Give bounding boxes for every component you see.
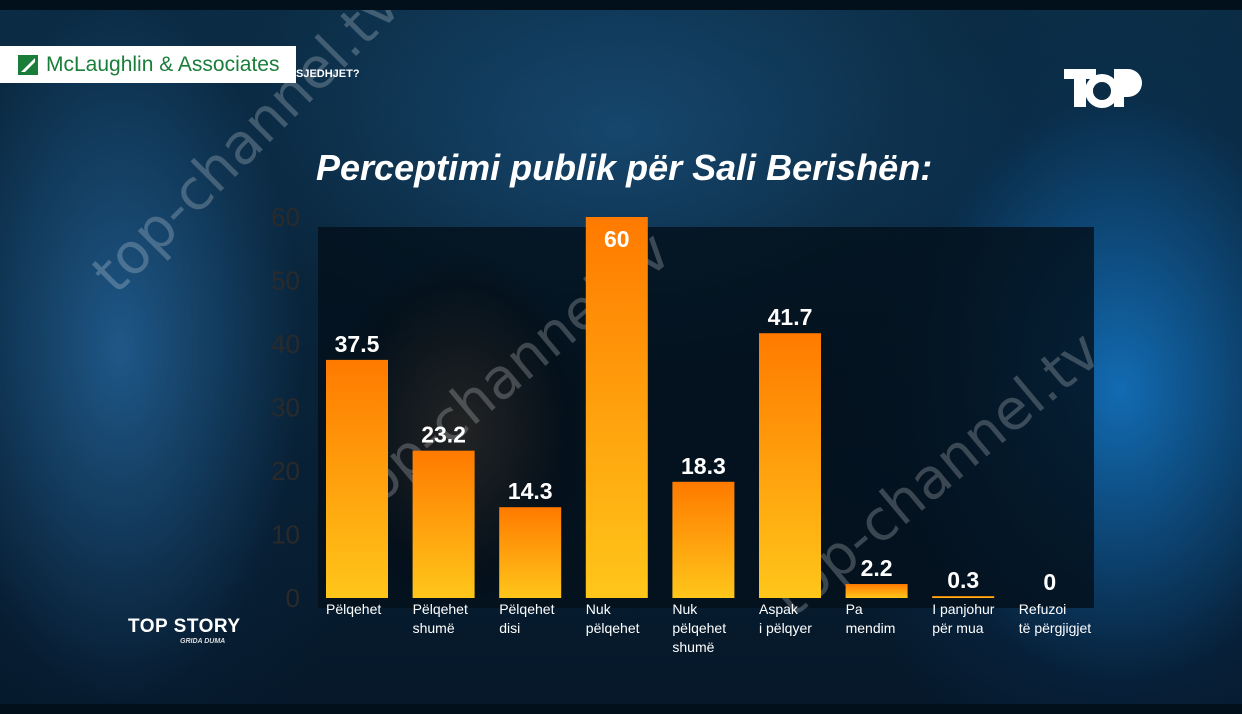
x-tick-label: Refuzoi të përgjigjet xyxy=(1019,600,1091,638)
bar xyxy=(932,596,995,598)
x-tick-label: Pëlqehet xyxy=(326,600,381,619)
x-tick-label-line: shumë xyxy=(412,620,455,636)
y-tick-label: 10 xyxy=(271,520,300,550)
x-tick-label-line: të përgjigjet xyxy=(1018,620,1092,636)
bar xyxy=(759,333,821,598)
y-tick-label: 0 xyxy=(286,583,300,613)
x-tick-label-line: Pa xyxy=(845,601,863,617)
question-fragment: SJEDHJET? xyxy=(296,68,360,80)
bar xyxy=(412,450,475,598)
bottom-letterbox xyxy=(0,704,1242,714)
data-label: 37.5 xyxy=(335,331,380,357)
x-tick-label-line: pëlqehet xyxy=(672,620,727,636)
y-tick-label: 40 xyxy=(271,329,300,359)
y-tick-label: 60 xyxy=(271,202,300,232)
y-tick-label: 20 xyxy=(271,456,300,486)
x-tick-label-line: i pëlqyer xyxy=(759,620,812,636)
show-name: TOP STORY xyxy=(128,616,241,637)
bar xyxy=(845,584,908,598)
x-tick-label: Aspak i pëlqyer xyxy=(759,600,812,638)
pollster-mark-icon xyxy=(18,54,38,75)
x-tick-label-line: Nuk xyxy=(585,601,611,617)
x-tick-label-line: Pëlqehet xyxy=(412,601,468,617)
x-tick-label-line: për mua xyxy=(932,620,984,636)
svg-text:TOP: TOP xyxy=(1093,87,1111,97)
data-label: 18.3 xyxy=(681,453,726,479)
bar-chart: 0 10 20 30 40 50 60 37.5 23.2 14.3 60 18.3 41.7 2.2 0… xyxy=(271,202,1056,613)
top-channel-logo: TOP xyxy=(1064,69,1142,108)
show-logo: TOP STORY GRIDA DUMA xyxy=(128,616,258,645)
y-tick-label: 30 xyxy=(271,393,300,423)
data-label: 23.2 xyxy=(421,422,466,448)
bar xyxy=(585,217,648,598)
x-tick-label-line: Nuk xyxy=(672,601,698,617)
data-label: 0.3 xyxy=(947,567,979,593)
x-tick-label: Pëlqehet disi xyxy=(499,600,554,638)
data-label: 41.7 xyxy=(768,304,813,330)
x-tick-label: I panjohur për mua xyxy=(932,600,994,638)
x-tick-label-line: Aspak xyxy=(759,601,798,617)
x-tick-label-line: Pëlqehet xyxy=(326,601,382,617)
x-tick-label-line: I panjohur xyxy=(932,601,995,617)
x-tick-label-line: mendim xyxy=(845,620,896,636)
y-tick-label: 50 xyxy=(271,266,300,296)
x-tick-label: Pa mendim xyxy=(846,600,896,638)
pollster-name: McLaughlin & Associates xyxy=(46,52,280,76)
data-label: 14.3 xyxy=(508,478,553,504)
bar xyxy=(672,481,735,598)
bar xyxy=(326,359,388,598)
data-label: 2.2 xyxy=(861,555,893,581)
x-tick-label-line: Refuzoi xyxy=(1018,601,1067,617)
x-tick-label: Nuk pëlqehet shumë xyxy=(672,600,726,657)
x-tick-label-line: pëlqehet xyxy=(585,620,640,636)
chart-title: Perceptimi publik për Sali Berishën: xyxy=(316,147,933,188)
x-tick-label-line: disi xyxy=(499,620,521,636)
x-tick-label-line: Pëlqehet xyxy=(499,601,555,617)
x-tick-label: Nuk pëlqehet xyxy=(586,600,640,638)
show-host: GRIDA DUMA xyxy=(180,638,226,645)
bar xyxy=(499,507,562,598)
pollster-logo: McLaughlin & Associates xyxy=(0,46,296,83)
broadcast-frame: top-channel.tv top-channel.tv top-channe… xyxy=(0,10,1242,704)
x-tick-label: Pëlqehet shumë xyxy=(413,600,468,638)
data-label: 0 xyxy=(1043,569,1056,595)
data-label: 60 xyxy=(604,226,630,252)
x-tick-label-line: shumë xyxy=(672,639,715,655)
